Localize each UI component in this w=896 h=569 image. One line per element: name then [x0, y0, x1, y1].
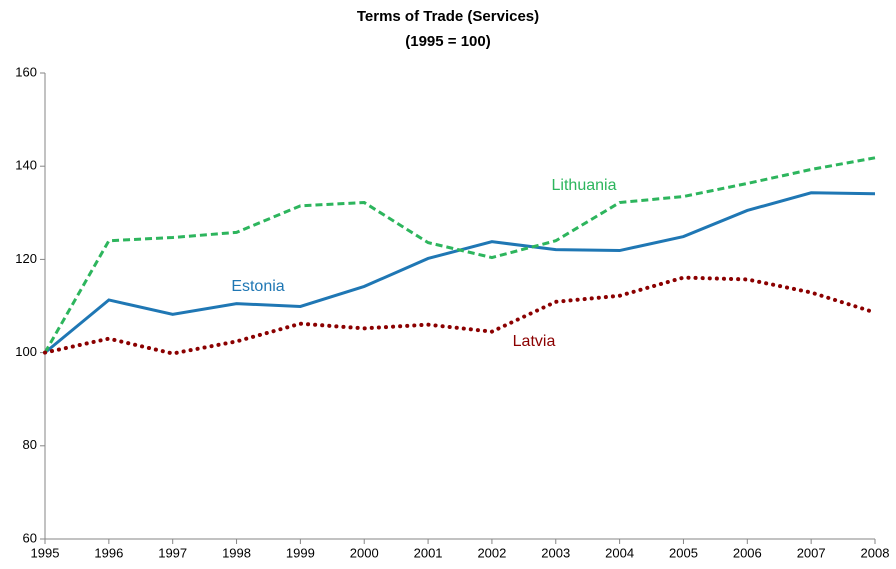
series-label: Latvia: [513, 333, 556, 350]
x-tick-label: 2005: [669, 545, 698, 560]
series-line: [43, 275, 877, 356]
y-tick-label: 60: [23, 530, 37, 545]
series-line: [43, 156, 876, 354]
chart-title: Terms of Trade (Services): [357, 8, 539, 25]
x-tick-label: 2004: [605, 545, 634, 560]
series-label: Lithuania: [552, 177, 617, 194]
series-line: [44, 191, 876, 354]
x-tick-label: 2001: [414, 545, 443, 560]
y-tick-label: 120: [15, 251, 37, 266]
series-label: Estonia: [231, 278, 284, 295]
y-tick-label: 140: [15, 158, 37, 173]
x-tick-label: 2007: [797, 545, 826, 560]
x-tick-label: 1998: [222, 545, 251, 560]
y-tick-label: 100: [15, 344, 37, 359]
y-tick-label: 160: [15, 64, 37, 79]
x-tick-label: 2003: [541, 545, 570, 560]
x-tick-label: 1995: [31, 545, 60, 560]
chart-subtitle: (1995 = 100): [405, 33, 490, 50]
x-tick-label: 1999: [286, 545, 315, 560]
x-tick-label: 1996: [94, 545, 123, 560]
x-tick-label: 2002: [477, 545, 506, 560]
x-tick-label: 2000: [350, 545, 379, 560]
x-tick-label: 2008: [861, 545, 890, 560]
x-tick-label: 1997: [158, 545, 187, 560]
y-tick-label: 80: [23, 437, 37, 452]
x-tick-label: 2006: [733, 545, 762, 560]
